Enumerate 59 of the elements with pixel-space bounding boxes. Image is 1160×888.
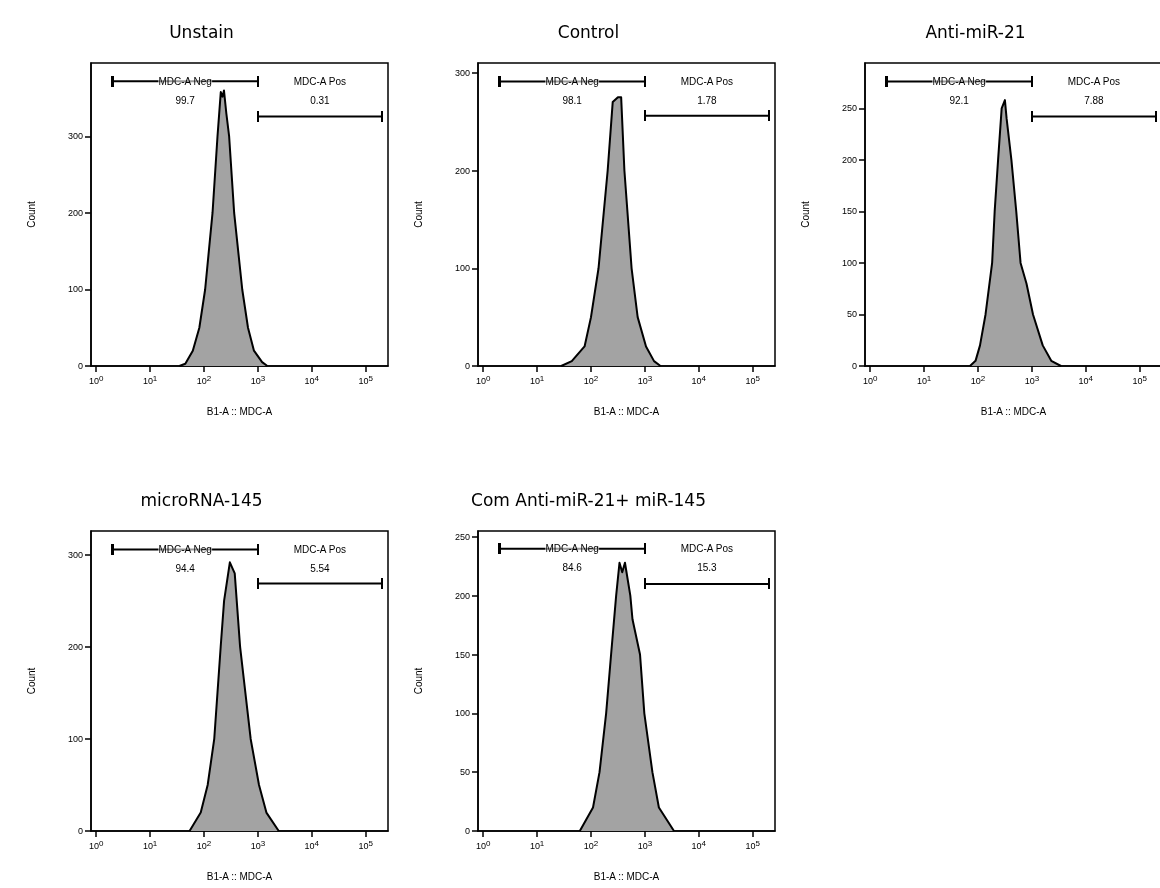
series-label: MDC-A Neg [545, 76, 599, 88]
y-tick-label: 0 [464, 826, 470, 836]
y-tick-label: 300 [454, 67, 470, 78]
series-label: MDC-A Neg [158, 543, 212, 555]
series-label: MDC-A Neg [158, 75, 212, 87]
annotation: 92.1 [949, 95, 970, 107]
y-tick-label: 200 [454, 165, 470, 176]
y-axis-title: Count [412, 667, 424, 695]
annotation: 98.1 [562, 95, 583, 107]
x-axis-title: B1-A :: MDC-A [206, 870, 273, 882]
y-tick-label: 250 [841, 103, 857, 114]
y-tick-label: 300 [67, 131, 83, 142]
y-tick-label: 250 [454, 531, 470, 542]
annotation: 15.3 [697, 562, 718, 574]
y-tick-label: 0 [464, 361, 470, 371]
y-tick-label: 0 [851, 361, 857, 371]
annotation: 84.6 [562, 562, 583, 574]
annotation: 1.78 [697, 95, 718, 107]
y-axis-title: Count [799, 200, 811, 228]
y-tick-label: 200 [67, 207, 83, 218]
series-label: MDC-A Neg [932, 76, 986, 88]
y-tick-label: 50 [846, 309, 857, 320]
annotation: 5.54 [310, 562, 331, 574]
text: MDC-A Pos [293, 543, 346, 555]
y-tick-label: 100 [67, 733, 83, 744]
y-axis-title: Count [25, 667, 37, 695]
y-axis-title: Count [412, 200, 424, 228]
y-tick-label: 50 [459, 767, 470, 778]
text: MDC-A Pos [1067, 76, 1120, 88]
chart-title: Com Anti-miR-21+ miR-145 [471, 489, 706, 510]
y-tick-label: 0 [77, 826, 83, 836]
x-axis-title: B1-A :: MDC-A [593, 405, 660, 417]
text: MDC-A Pos [293, 75, 346, 87]
y-tick-label: 100 [454, 263, 470, 274]
y-tick-label: 300 [67, 549, 83, 560]
y-tick-label: 100 [841, 257, 857, 268]
y-tick-label: 150 [454, 649, 470, 660]
chart-title: microRNA-145 [140, 489, 263, 510]
y-tick-label: 200 [454, 590, 470, 601]
x-axis-title: B1-A :: MDC-A [593, 870, 660, 882]
y-tick-label: 100 [67, 284, 83, 295]
annotation: 94.4 [175, 562, 196, 574]
y-tick-label: 200 [841, 154, 857, 165]
y-axis-title: Count [25, 200, 37, 228]
y-tick-label: 0 [77, 361, 83, 371]
x-axis-title: B1-A :: MDC-A [206, 405, 273, 417]
text: MDC-A Pos [680, 76, 733, 88]
chart-title: Anti-miR-21 [925, 21, 1026, 42]
x-axis-title: B1-A :: MDC-A [980, 405, 1047, 417]
annotation: 7.88 [1084, 95, 1105, 107]
y-tick-label: 100 [454, 708, 470, 719]
annotation: 0.31 [310, 94, 331, 106]
annotation: 99.7 [175, 94, 196, 106]
series-label: MDC-A Neg [545, 543, 599, 555]
text: MDC-A Pos [680, 543, 733, 555]
y-tick-label: 150 [841, 206, 857, 217]
chart-title: Unstain [169, 21, 234, 42]
chart-title: Control [557, 21, 620, 42]
y-tick-label: 200 [67, 641, 83, 652]
